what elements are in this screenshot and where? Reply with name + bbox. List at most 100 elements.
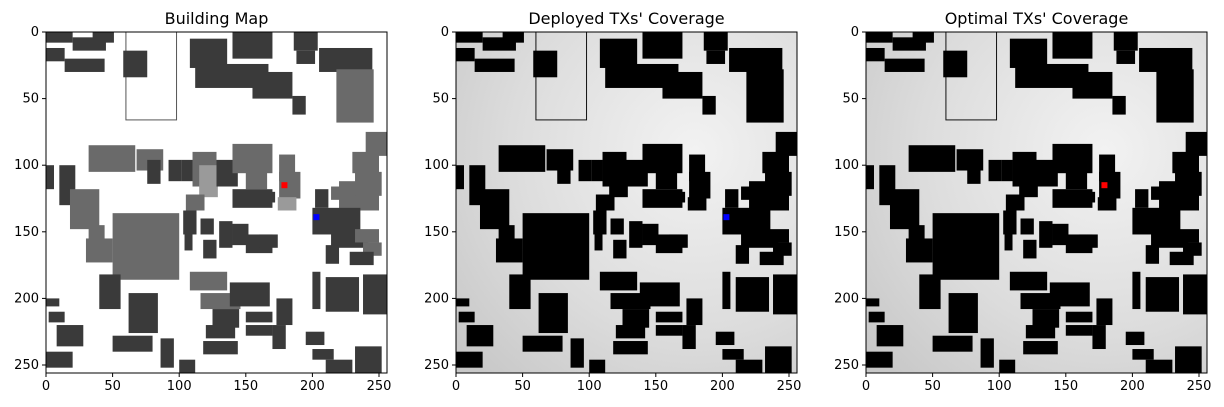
building [229,282,270,307]
building [279,171,301,199]
building [277,197,297,211]
building [912,32,934,43]
building [185,194,205,211]
building [642,223,659,246]
building [319,47,373,72]
building [615,325,646,339]
tx-marker [313,214,320,221]
building [1183,274,1207,315]
building [1175,171,1202,196]
building [622,309,650,328]
building [605,63,679,88]
building [195,63,269,88]
building [980,338,994,368]
building [595,194,615,211]
building [538,293,568,334]
building [46,298,60,307]
building [722,349,744,360]
tx-marker [1101,182,1108,189]
building [232,32,273,59]
building [599,38,638,68]
building [203,341,238,355]
building [570,338,584,368]
building [589,359,606,373]
building [456,165,464,190]
building [256,191,276,203]
building [1132,207,1181,235]
y-tick-label: 250 [14,358,39,373]
x-tick-label: 150 [643,379,668,394]
building [325,245,340,264]
axes-frame [455,31,798,374]
x-tick-label: 50 [514,379,531,394]
building [1009,271,1048,291]
building [200,218,214,235]
building [557,159,571,184]
building [591,159,603,182]
building [1116,50,1136,64]
building [46,351,73,368]
building [92,32,114,43]
building [522,213,590,280]
building [1076,191,1096,203]
building [706,50,726,64]
building [272,325,286,350]
building [1052,32,1093,59]
building [56,325,84,347]
building [184,231,193,251]
building [456,351,483,368]
building [868,311,885,323]
building [1132,271,1141,310]
building [866,47,885,62]
building [199,165,218,198]
panel-title: Building Map [165,9,269,28]
building [293,32,318,51]
building [682,325,696,350]
building [866,165,874,190]
building [908,145,956,172]
building [1172,151,1200,174]
building [352,151,380,174]
building [686,298,703,326]
x-tick-label: 100 [167,379,192,394]
x-tick-label: 250 [1187,379,1212,394]
building [1079,234,1098,248]
building [479,189,510,230]
y-tick-label: 200 [424,291,449,306]
building [203,239,217,259]
building [474,58,515,72]
building [905,238,933,263]
y-tick-label: 200 [14,291,39,306]
building [292,95,306,115]
building [610,218,624,235]
building [312,207,361,235]
building [1156,69,1194,123]
building [168,159,182,182]
building [1015,63,1089,88]
building [252,71,293,99]
building [687,197,707,211]
building [112,335,153,352]
building [1175,346,1202,373]
y-tick-label: 100 [14,158,39,173]
x-tick-label: 200 [710,379,735,394]
building [642,143,683,174]
x-tick-label: 0 [862,379,870,394]
building [259,234,278,248]
building [1139,47,1193,72]
y-tick-label: 100 [424,158,449,173]
tx-marker [723,214,730,221]
building [349,251,374,266]
building [181,159,193,182]
building [1001,159,1013,182]
axes-frame [865,31,1208,374]
building [722,271,731,310]
building [689,171,711,199]
building [212,309,240,328]
y-tick-label: 100 [834,158,859,173]
building [655,311,683,323]
panel-title: Optimal TXs' Coverage [945,9,1129,28]
building [245,325,273,336]
building [703,32,728,51]
building [219,221,233,248]
